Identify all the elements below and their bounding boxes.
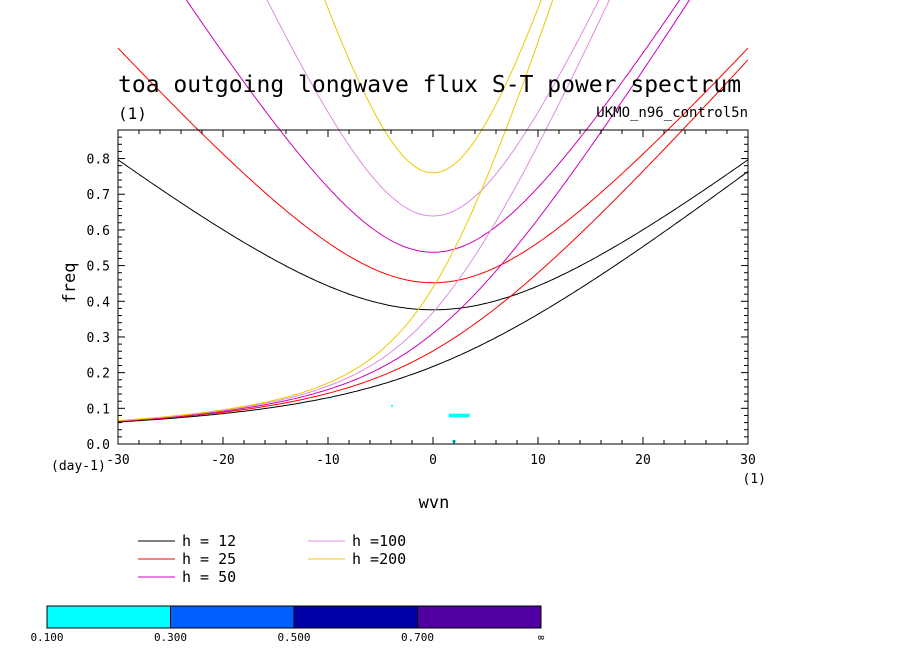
axis-ticks <box>117 129 749 445</box>
colorbar: 0.100 0.300 0.500 0.700 ∞ <box>30 605 545 644</box>
y-tick-label: 0.4 <box>87 295 111 310</box>
colorbar-label-3: 0.700 <box>401 631 434 644</box>
x-tick-label: 10 <box>530 453 546 468</box>
chart-title: toa outgoing longwave flux S-T power spe… <box>118 72 741 98</box>
curve-h25-mrg <box>117 59 748 422</box>
curve-h12-mrg <box>117 170 748 423</box>
dataset-label: UKMO_n96_control5n <box>596 105 748 121</box>
title-units: (1) <box>118 104 147 123</box>
colorbar-label-2: 0.500 <box>277 631 310 644</box>
curve-h200-mrg <box>117 0 554 422</box>
shaded-region-2 <box>391 404 393 407</box>
curve-h12-ig <box>117 159 748 311</box>
y-tick-label: 0.1 <box>87 402 110 417</box>
x-tick-label: -10 <box>316 453 339 468</box>
colorbar-label-1: 0.300 <box>154 631 187 644</box>
y-axis-units: (day-1) <box>51 459 106 474</box>
dispersion-curves <box>117 0 748 423</box>
curve-h100-ig <box>266 0 600 217</box>
x-tick-label: -30 <box>106 453 129 468</box>
y-tick-label: 0.6 <box>87 224 110 239</box>
colorbar-swatch-2 <box>293 605 418 629</box>
legend-label-h100: h =100 <box>352 532 406 550</box>
shaded-region-0 <box>448 413 470 418</box>
colorbar-label-4: ∞ <box>538 631 545 644</box>
colorbar-swatch-1 <box>170 605 295 629</box>
colorbar-swatch-0 <box>46 605 171 629</box>
curve-h100-mrg <box>117 0 610 422</box>
curve-h50-mrg <box>117 0 691 422</box>
x-axis-label: wvn <box>419 493 450 513</box>
x-tick-label: 0 <box>429 453 437 468</box>
y-tick-label: 0.2 <box>87 367 110 382</box>
y-tick-label: 0.3 <box>87 331 110 346</box>
x-tick-label: 30 <box>740 453 756 468</box>
y-tick-label: 0.5 <box>87 260 110 275</box>
spectrum-shading <box>391 404 470 443</box>
legend-label-h200: h =200 <box>352 550 406 568</box>
y-tick-label: 0.0 <box>87 438 110 453</box>
y-tick-label: 0.8 <box>87 153 110 168</box>
x-tick-label: -20 <box>211 453 234 468</box>
legend-label-h25: h = 25 <box>182 550 236 568</box>
colorbar-swatch-3 <box>417 605 542 629</box>
curve-h200-ig <box>324 0 542 174</box>
curve-h25-ig <box>117 47 748 284</box>
x-tick-label: 20 <box>635 453 651 468</box>
y-tick-label: 0.7 <box>87 188 110 203</box>
axis-tick-labels: -30 -20 -10 0 10 20 30 0.0 0.1 0.2 0.3 0.4 0.5 0.6 0.7… <box>87 153 756 468</box>
y-axis-label: freq <box>60 263 80 304</box>
colorbar-label-0: 0.100 <box>30 631 63 644</box>
curve-h50-ig <box>185 0 681 253</box>
x-axis-units: (1) <box>743 472 766 487</box>
legend-label-h12: h = 12 <box>182 532 236 550</box>
legend-label-h50: h = 50 <box>182 568 236 586</box>
